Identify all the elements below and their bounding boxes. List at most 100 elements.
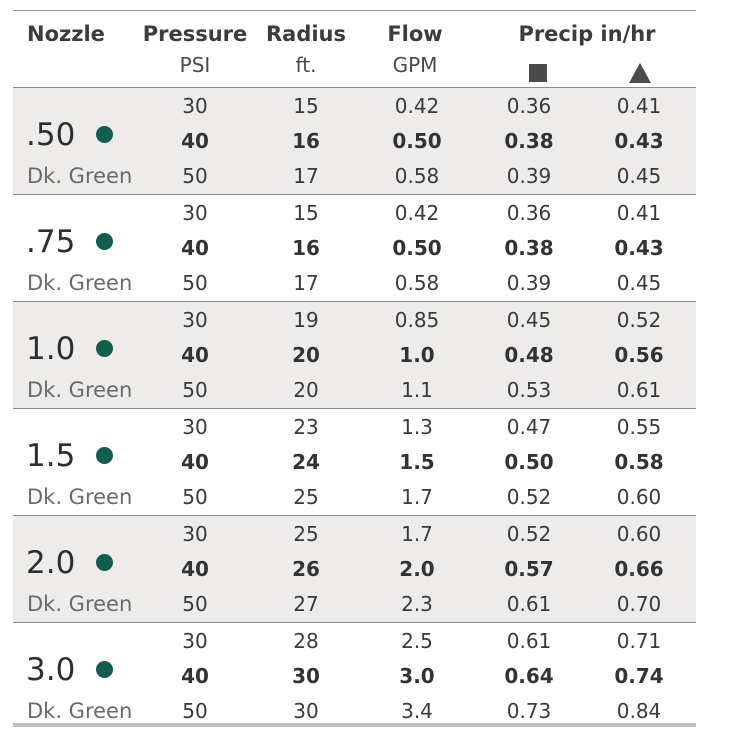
table-row: 30 15 0.42 0.36 0.41 <box>13 89 696 124</box>
precip-triangle-cell: 0.70 <box>616 592 662 616</box>
table-row: 40 16 0.50 0.38 0.43 <box>13 124 696 159</box>
flow-cell: 2.0 <box>399 557 435 581</box>
table-header: Nozzle Pressure PSI Radius ft. Flow GPM … <box>13 11 696 87</box>
precip-triangle-cell: 0.41 <box>616 201 662 225</box>
nozzle-size: 2.0 <box>26 545 76 581</box>
precip-triangle-cell: 0.60 <box>616 485 662 509</box>
radius-cell: 17 <box>293 271 319 295</box>
flow-cell: 3.4 <box>401 699 433 723</box>
nozzle-table: .50 Dk. Green 30 15 0.42 0.36 0.41 40 16 0.50 0.38… <box>13 87 696 729</box>
flow-cell: 3.0 <box>399 664 435 688</box>
pressure-cell: 30 <box>182 94 208 118</box>
header-pressure-unit: PSI <box>179 53 211 77</box>
table-row: 50 17 0.58 0.39 0.45 <box>13 266 696 301</box>
pressure-cell: 50 <box>182 485 208 509</box>
table-row: 50 17 0.58 0.39 0.45 <box>13 159 696 194</box>
precip-triangle-cell: 0.66 <box>614 557 664 581</box>
precip-square-cell: 0.64 <box>504 664 554 688</box>
radius-cell: 19 <box>293 308 319 332</box>
radius-cell: 25 <box>293 522 319 546</box>
radius-cell: 30 <box>293 699 319 723</box>
nozzle-color-name: Dk. Green <box>27 271 133 295</box>
header-radius-label: Radius <box>265 22 347 46</box>
precip-triangle-cell: 0.74 <box>614 664 664 688</box>
nozzle-group: 1.0 Dk. Green 30 19 0.85 0.45 0.52 40 20 1.0 0.48 0… <box>13 301 696 408</box>
pressure-cell: 50 <box>182 699 208 723</box>
precip-triangle-cell: 0.43 <box>614 236 664 260</box>
nozzle-group: 1.5 Dk. Green 30 23 1.3 0.47 0.55 40 24 1.5 0.50 0.… <box>13 408 696 515</box>
nozzle-size: .75 <box>26 224 76 260</box>
precip-icons <box>478 58 696 83</box>
precip-square-cell: 0.52 <box>506 485 552 509</box>
nozzle-color-dot <box>96 447 113 464</box>
table-row: 50 25 1.7 0.52 0.60 <box>13 480 696 515</box>
precip-triangle-cell: 0.45 <box>616 271 662 295</box>
table-row: 50 30 3.4 0.73 0.84 <box>13 694 696 729</box>
table-row: 40 20 1.0 0.48 0.56 <box>13 338 696 373</box>
flow-cell: 0.42 <box>394 94 440 118</box>
bottom-rule <box>13 723 696 727</box>
nozzle-size: 1.5 <box>26 438 76 474</box>
flow-cell: 0.85 <box>394 308 440 332</box>
pressure-cell: 40 <box>181 664 209 688</box>
precip-triangle-cell: 0.43 <box>614 129 664 153</box>
table-row: 30 25 1.7 0.52 0.60 <box>13 517 696 552</box>
flow-cell: 0.58 <box>394 164 440 188</box>
nozzle-color-name: Dk. Green <box>27 485 133 509</box>
flow-cell: 0.58 <box>394 271 440 295</box>
nozzle-size: 3.0 <box>26 652 76 688</box>
precip-triangle-cell: 0.41 <box>616 94 662 118</box>
pressure-cell: 40 <box>181 236 209 260</box>
precip-triangle-cell: 0.61 <box>616 378 662 402</box>
precip-square-cell: 0.61 <box>506 592 552 616</box>
precip-square-cell: 0.38 <box>504 236 554 260</box>
precip-square-cell: 0.45 <box>506 308 552 332</box>
flow-cell: 0.50 <box>392 236 442 260</box>
table-row: 40 24 1.5 0.50 0.58 <box>13 445 696 480</box>
nozzle-color-dot <box>96 554 113 571</box>
precip-square-cell: 0.52 <box>506 522 552 546</box>
precip-square-cell: 0.73 <box>506 699 552 723</box>
radius-cell: 15 <box>293 94 319 118</box>
header-pressure-label: Pressure <box>142 22 248 46</box>
table-row: 50 20 1.1 0.53 0.61 <box>13 373 696 408</box>
pressure-cell: 30 <box>182 629 208 653</box>
precip-square-cell: 0.50 <box>504 450 554 474</box>
table-row: 40 30 3.0 0.64 0.74 <box>13 659 696 694</box>
table-row: 40 26 2.0 0.57 0.66 <box>13 552 696 587</box>
nozzle-color-dot <box>96 233 113 250</box>
square-icon <box>529 64 547 82</box>
header-flow: Flow GPM <box>365 19 465 81</box>
radius-cell: 16 <box>292 236 320 260</box>
header-precip: Precip in/hr <box>478 19 696 83</box>
precip-triangle-cell: 0.55 <box>616 415 662 439</box>
pressure-cell: 40 <box>181 343 209 367</box>
precip-square-cell: 0.61 <box>506 629 552 653</box>
nozzle-size: 1.0 <box>26 331 76 367</box>
precip-square-cell: 0.36 <box>506 201 552 225</box>
precip-square-cell: 0.48 <box>504 343 554 367</box>
top-rule <box>13 10 696 11</box>
nozzle-group: 2.0 Dk. Green 30 25 1.7 0.52 0.60 40 26 2.0 0.57 0.… <box>13 515 696 622</box>
precip-square-cell: 0.38 <box>504 129 554 153</box>
header-radius: Radius ft. <box>253 19 359 81</box>
triangle-icon <box>629 63 651 83</box>
nozzle-color-name: Dk. Green <box>27 378 133 402</box>
flow-cell: 1.5 <box>399 450 435 474</box>
nozzle-size: .50 <box>26 117 76 153</box>
nozzle-color-dot <box>96 661 113 678</box>
header-nozzle: Nozzle <box>13 19 137 50</box>
flow-cell: 1.0 <box>399 343 435 367</box>
pressure-cell: 50 <box>182 378 208 402</box>
nozzle-color-name: Dk. Green <box>27 164 133 188</box>
precip-triangle-cell: 0.52 <box>616 308 662 332</box>
flow-cell: 1.7 <box>401 485 433 509</box>
precip-square-cell: 0.53 <box>506 378 552 402</box>
radius-cell: 27 <box>293 592 319 616</box>
flow-cell: 2.5 <box>401 629 433 653</box>
nozzle-group: .75 Dk. Green 30 15 0.42 0.36 0.41 40 16 0.50 0.38… <box>13 194 696 301</box>
flow-cell: 1.3 <box>401 415 433 439</box>
radius-cell: 25 <box>293 485 319 509</box>
pressure-cell: 50 <box>182 592 208 616</box>
pressure-cell: 40 <box>181 450 209 474</box>
